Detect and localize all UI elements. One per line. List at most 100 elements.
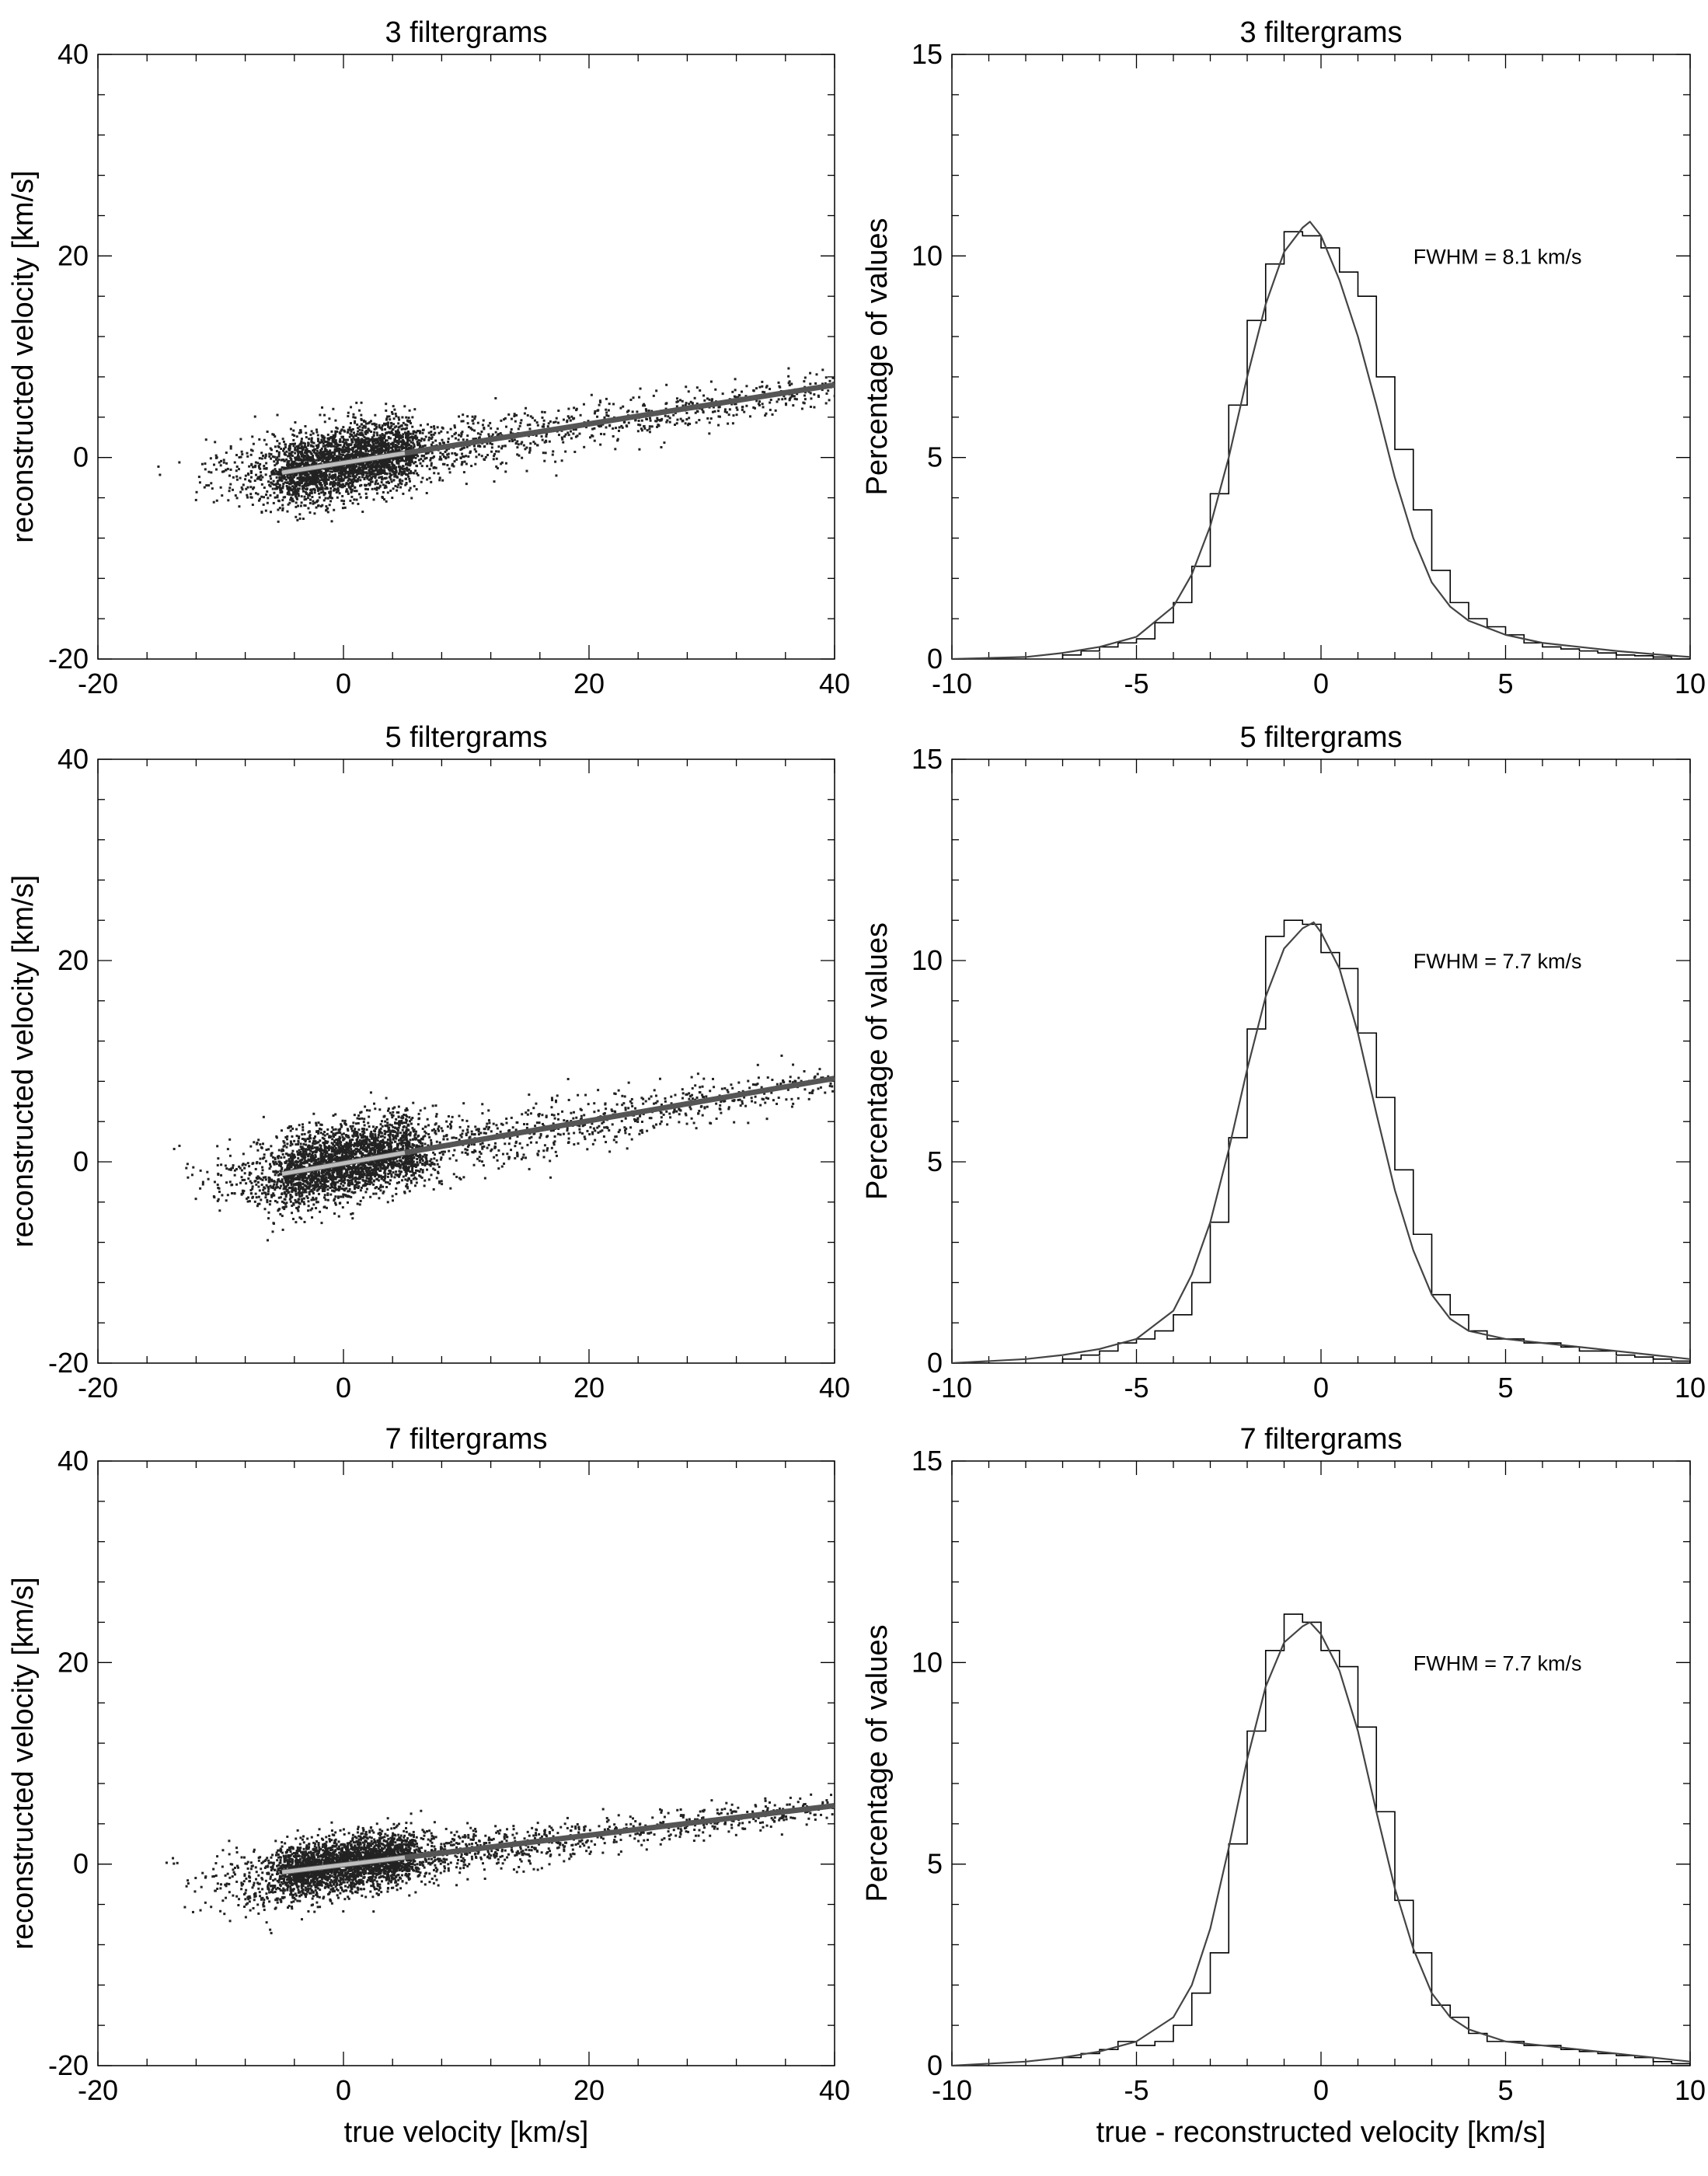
scatter-point: [347, 455, 350, 459]
scatter-point: [355, 480, 358, 483]
scatter-point: [308, 501, 312, 504]
scatter-point: [405, 483, 408, 486]
scatter-point: [326, 1188, 329, 1191]
scatter-point: [277, 500, 281, 503]
scatter-point: [303, 483, 306, 486]
scatter-point: [394, 448, 397, 451]
scatter-point: [296, 445, 299, 448]
scatter-point: [322, 437, 326, 440]
scatter-point: [409, 458, 412, 461]
scatter-point: [238, 456, 241, 459]
scatter-point: [308, 456, 312, 459]
scatter-point: [357, 477, 360, 480]
scatter-point: [318, 1185, 321, 1188]
scatter-point: [269, 485, 272, 488]
scatter-point: [379, 476, 382, 479]
scatter-point: [465, 483, 468, 486]
scatter-point: [361, 441, 364, 444]
scatter-point: [394, 1131, 397, 1134]
scatter-point: [302, 486, 305, 490]
scatter-point: [384, 427, 387, 431]
scatter-point: [398, 418, 401, 421]
scatter-point: [391, 412, 394, 415]
scatter-point: [350, 1139, 353, 1142]
scatter-point: [354, 490, 357, 493]
scatter-point: [471, 428, 474, 431]
scatter-point: [342, 1184, 345, 1187]
scatter-point: [315, 431, 319, 434]
scatter-point: [420, 439, 423, 442]
scatter-point: [319, 475, 322, 478]
scatter-point: [260, 483, 263, 486]
scatter-point: [371, 444, 375, 447]
scatter-point: [355, 1166, 358, 1170]
scatter-point: [292, 462, 295, 465]
scatter-point: [405, 457, 408, 460]
scatter-point: [298, 1191, 302, 1194]
scatter-point: [790, 382, 793, 385]
scatter-point: [235, 475, 239, 478]
scatter-point: [347, 484, 350, 487]
scatter-point: [307, 473, 310, 476]
scatter-point: [365, 429, 368, 432]
scatter-point: [338, 457, 341, 460]
scatter-point: [414, 456, 417, 459]
scatter-point: [291, 1218, 295, 1221]
scatter-point: [386, 1166, 389, 1169]
scatter-point: [314, 482, 317, 485]
scatter-point: [394, 473, 397, 476]
scatter-point: [353, 450, 356, 453]
scatter-point: [336, 443, 340, 446]
scatter-point: [256, 477, 259, 480]
scatter-point: [289, 498, 292, 501]
scatter-point: [495, 465, 498, 468]
scatter-point: [260, 457, 263, 460]
scatter-point: [684, 403, 687, 406]
scatter-point: [745, 404, 748, 407]
scatter-point: [225, 462, 228, 465]
scatter-point: [352, 447, 355, 450]
scatter-point: [245, 487, 248, 490]
scatter-point: [493, 480, 496, 483]
scatter-point: [359, 1111, 362, 1114]
scatter-point: [346, 457, 349, 460]
scatter-point: [316, 504, 319, 507]
scatter-point: [490, 450, 493, 453]
scatter-point: [639, 387, 642, 390]
scatter-point: [376, 464, 379, 467]
scatter-point: [681, 419, 685, 422]
scatter-point: [368, 445, 371, 448]
scatter-point: [247, 473, 250, 476]
y-tick-label: 0: [73, 1146, 89, 1177]
scatter-point: [316, 477, 319, 480]
scatter-point: [331, 476, 334, 479]
scatter-point: [406, 448, 410, 452]
scatter-point: [570, 437, 573, 440]
scatter-point: [305, 1191, 308, 1194]
scatter-point: [451, 462, 454, 466]
scatter-point: [824, 376, 828, 379]
scatter-point: [329, 456, 333, 459]
scatter-point: [406, 456, 410, 459]
scatter-point: [368, 462, 371, 465]
scatter-point: [350, 1152, 353, 1155]
scatter-point: [347, 482, 350, 485]
scatter-point: [352, 473, 355, 476]
scatter-point: [382, 449, 385, 452]
scatter-point: [310, 440, 313, 443]
scatter-point: [346, 482, 349, 485]
scatter-point: [300, 438, 303, 441]
scatter-point: [274, 469, 277, 473]
scatter-point: [298, 463, 302, 466]
scatter-point: [274, 435, 277, 438]
scatter-point: [374, 464, 377, 467]
scatter-point: [510, 417, 513, 420]
scatter-point: [387, 468, 390, 471]
scatter-point: [574, 435, 577, 438]
scatter-point: [256, 476, 260, 479]
scatter-point: [372, 498, 375, 501]
scatter-point: [371, 468, 374, 471]
scatter-point: [385, 472, 389, 475]
plot-area: [157, 367, 835, 523]
scatter-point: [387, 481, 390, 484]
